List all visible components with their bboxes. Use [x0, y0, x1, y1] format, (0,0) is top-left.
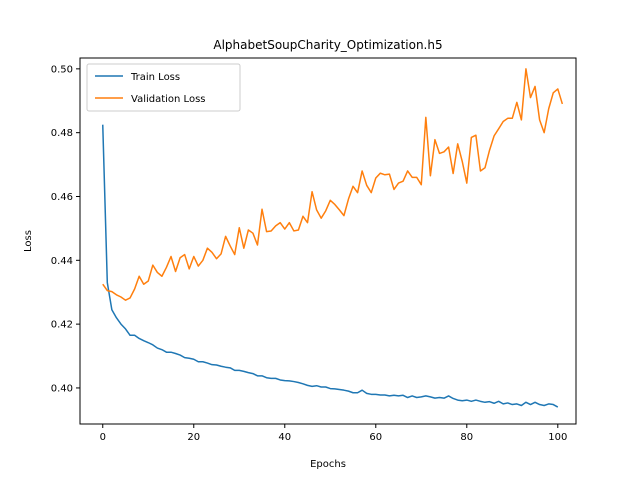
y-tick-label: 0.42 [51, 320, 73, 331]
y-tick-label: 0.48 [51, 128, 73, 139]
y-axis-label: Loss [23, 230, 34, 252]
series-line-train-loss [102, 124, 559, 408]
chart-title: AlphabetSoupCharity_Optimization.h5 [213, 38, 442, 52]
y-tick-label: 0.50 [51, 64, 73, 75]
legend: Train Loss Validation Loss [86, 63, 241, 112]
x-axis: 0 20 40 60 80 100 [100, 424, 567, 443]
x-tick-label: 40 [278, 432, 291, 443]
x-tick-label: 0 [100, 432, 106, 443]
legend-box [86, 63, 241, 112]
x-tick-label: 60 [369, 432, 382, 443]
x-axis-label: Epochs [310, 459, 346, 470]
x-tick-label: 100 [548, 432, 567, 443]
legend-label-train-loss: Train Loss [130, 72, 180, 83]
series-line-validation-loss [102, 68, 564, 301]
series-lines [102, 68, 564, 408]
x-tick-label: 80 [460, 432, 473, 443]
y-axis: 0.40 0.42 0.44 0.46 0.48 0.50 [51, 64, 80, 394]
y-tick-label: 0.46 [51, 192, 73, 203]
x-tick-label: 20 [187, 432, 200, 443]
y-tick-label: 0.44 [51, 256, 73, 267]
plot-frame [79, 57, 577, 425]
legend-label-validation-loss: Validation Loss [131, 94, 206, 105]
y-tick-label: 0.40 [51, 383, 73, 394]
